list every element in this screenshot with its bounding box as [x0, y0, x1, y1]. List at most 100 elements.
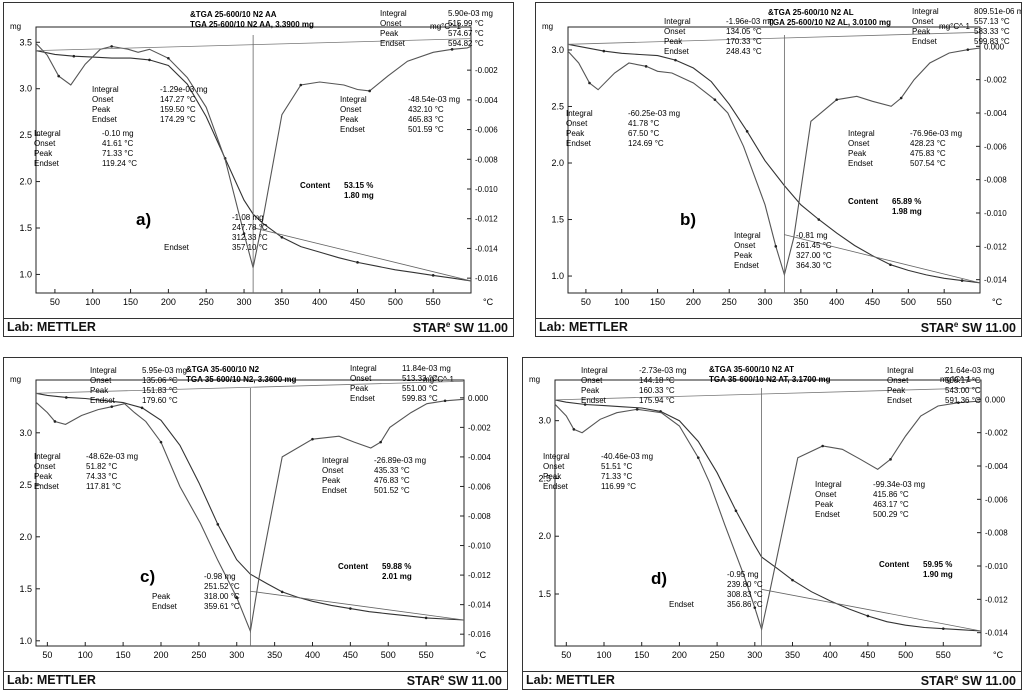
- software-label: STARe SW 11.00: [920, 320, 1016, 336]
- dtg-point: [450, 48, 454, 51]
- tga-point: [140, 406, 144, 410]
- annotation-value: -99.34e-03 mg: [873, 480, 925, 489]
- y2-tick-label: -0.012: [468, 571, 491, 580]
- y2-tick-label: 0.000: [984, 42, 1005, 51]
- annotation-value: 500.29 °C: [873, 510, 909, 519]
- annotation-value: 74.33 °C: [86, 472, 117, 481]
- x-tick-label: 250: [191, 650, 206, 660]
- dtg-point: [889, 458, 892, 461]
- chart-c: mg mg°C^-1 °C 50 100 150 200 250 300 350 400 450 500…: [10, 364, 491, 660]
- chart-d: mg mg°C^-1 °C 50 100 150 200 250 300 350 400 450 500…: [529, 365, 1008, 660]
- chart-title: &TGA 35-600/10 N2 AT: [709, 365, 794, 374]
- annotation-value: 312.33 °C: [232, 233, 268, 242]
- y-tick-label: 1.5: [538, 589, 551, 599]
- y2-tick-label: -0.006: [984, 142, 1007, 151]
- x-unit-label: °C: [992, 297, 1003, 307]
- annotation-label: Endset: [34, 159, 60, 168]
- annotation-label: Endset: [164, 243, 190, 252]
- software-label: STARe SW 11.00: [406, 673, 502, 689]
- tga-curve: [567, 43, 981, 284]
- annotation-value: -60.25e-03 mg: [628, 109, 680, 118]
- annotation-value: -48.62e-03 mg: [86, 452, 138, 461]
- dtg-point: [299, 83, 303, 87]
- chart-title: &TGA 35-600/10 N2: [186, 365, 260, 374]
- annotation-label: Peak: [581, 386, 600, 395]
- tga-point: [960, 279, 964, 282]
- y2-tick-label: -0.008: [985, 529, 1008, 538]
- panel-footer: Lab: METTLER STARe SW 11.00: [4, 318, 513, 336]
- annotation-value: 476.83 °C: [374, 476, 410, 485]
- annotation-value: 356.86 °C: [727, 600, 763, 609]
- step-baseline-line: [761, 588, 982, 632]
- annotation-value: 574.67 °C: [448, 29, 484, 38]
- y-tick-label: 1.5: [19, 584, 32, 594]
- dtg-point: [57, 74, 60, 78]
- content-percent: 59.95 %: [923, 560, 952, 569]
- lab-label: Lab: METTLER: [526, 673, 615, 687]
- annotation-label: Integral: [848, 129, 875, 138]
- annotation-value: 543.00 °C: [945, 386, 981, 395]
- tga-point: [280, 590, 284, 594]
- dtg-point: [311, 437, 314, 441]
- annotation-label: Integral: [543, 452, 570, 461]
- x-tick-label: 50: [561, 650, 571, 660]
- annotation-label: Peak: [34, 472, 53, 481]
- x-tick-label: 100: [614, 297, 629, 307]
- content-mg: 2.01 mg: [382, 572, 412, 581]
- annotation-label: Onset: [90, 376, 112, 385]
- annotation-label: Peak: [92, 105, 111, 114]
- annotation-label: Onset: [912, 17, 934, 26]
- annotation-label: Peak: [543, 472, 562, 481]
- annotation-label: Onset: [566, 119, 588, 128]
- annotation-label: Peak: [322, 476, 341, 485]
- dtg-point: [167, 56, 170, 60]
- x-tick-label: 300: [229, 650, 244, 660]
- x-tick-label: 200: [686, 297, 701, 307]
- content-mg: 1.90 mg: [923, 570, 953, 579]
- x-tick-label: 150: [634, 650, 649, 660]
- annotation-value: 160.33 °C: [639, 386, 675, 395]
- dtg-point: [644, 65, 648, 68]
- x-tick-label: 350: [274, 297, 289, 307]
- annotation-label: Integral: [34, 452, 61, 461]
- annotation-label: Endset: [887, 396, 913, 405]
- annotation-value: 359.61 °C: [204, 602, 240, 611]
- dtg-point: [713, 98, 717, 101]
- tga-point: [583, 403, 587, 406]
- x-tick-label: 300: [758, 297, 773, 307]
- x-tick-label: 400: [305, 650, 320, 660]
- dtg-point: [110, 405, 114, 408]
- lab-label: Lab: METTLER: [7, 320, 96, 334]
- dtg-point: [53, 420, 57, 423]
- panel-letter: c): [140, 567, 155, 586]
- dtg-point: [235, 595, 239, 599]
- y2-tick-label: -0.014: [984, 276, 1007, 285]
- lab-label: Lab: METTLER: [539, 320, 628, 334]
- plot-frame: [567, 26, 981, 294]
- tga-point: [791, 578, 794, 582]
- annotation-label: Integral: [350, 364, 377, 373]
- annotation-value: 327.00 °C: [796, 251, 832, 260]
- annotation-label: Integral: [815, 480, 842, 489]
- left-unit-label: mg: [542, 22, 553, 31]
- y-tick-label: 2.5: [19, 130, 32, 140]
- x-tick-label: 50: [581, 297, 591, 307]
- annotation-value: -48.54e-03 mg: [408, 95, 460, 104]
- annotation-label: Onset: [380, 19, 402, 28]
- tga-point: [216, 523, 220, 526]
- x-tick-label: 500: [898, 650, 913, 660]
- annotation-value: 151.83 °C: [142, 386, 178, 395]
- right-unit-label: mg°C^-1: [430, 22, 462, 31]
- y-tick-label: 3.0: [19, 428, 32, 438]
- dtg-point: [368, 89, 371, 93]
- x-unit-label: °C: [476, 650, 487, 660]
- annotation-value: 5.95e-03 mg: [142, 366, 187, 375]
- plot-frame: [554, 379, 982, 647]
- y2-tick-label: -0.008: [475, 155, 498, 164]
- y2-tick-label: -0.008: [468, 512, 491, 521]
- annotation-label: Onset: [664, 27, 686, 36]
- annotation-value: 135.06 °C: [142, 376, 178, 385]
- annotation-value: -0.98 mg: [204, 572, 236, 581]
- y2-tick-label: -0.004: [985, 462, 1008, 471]
- annotation-value: 71.33 °C: [102, 149, 133, 158]
